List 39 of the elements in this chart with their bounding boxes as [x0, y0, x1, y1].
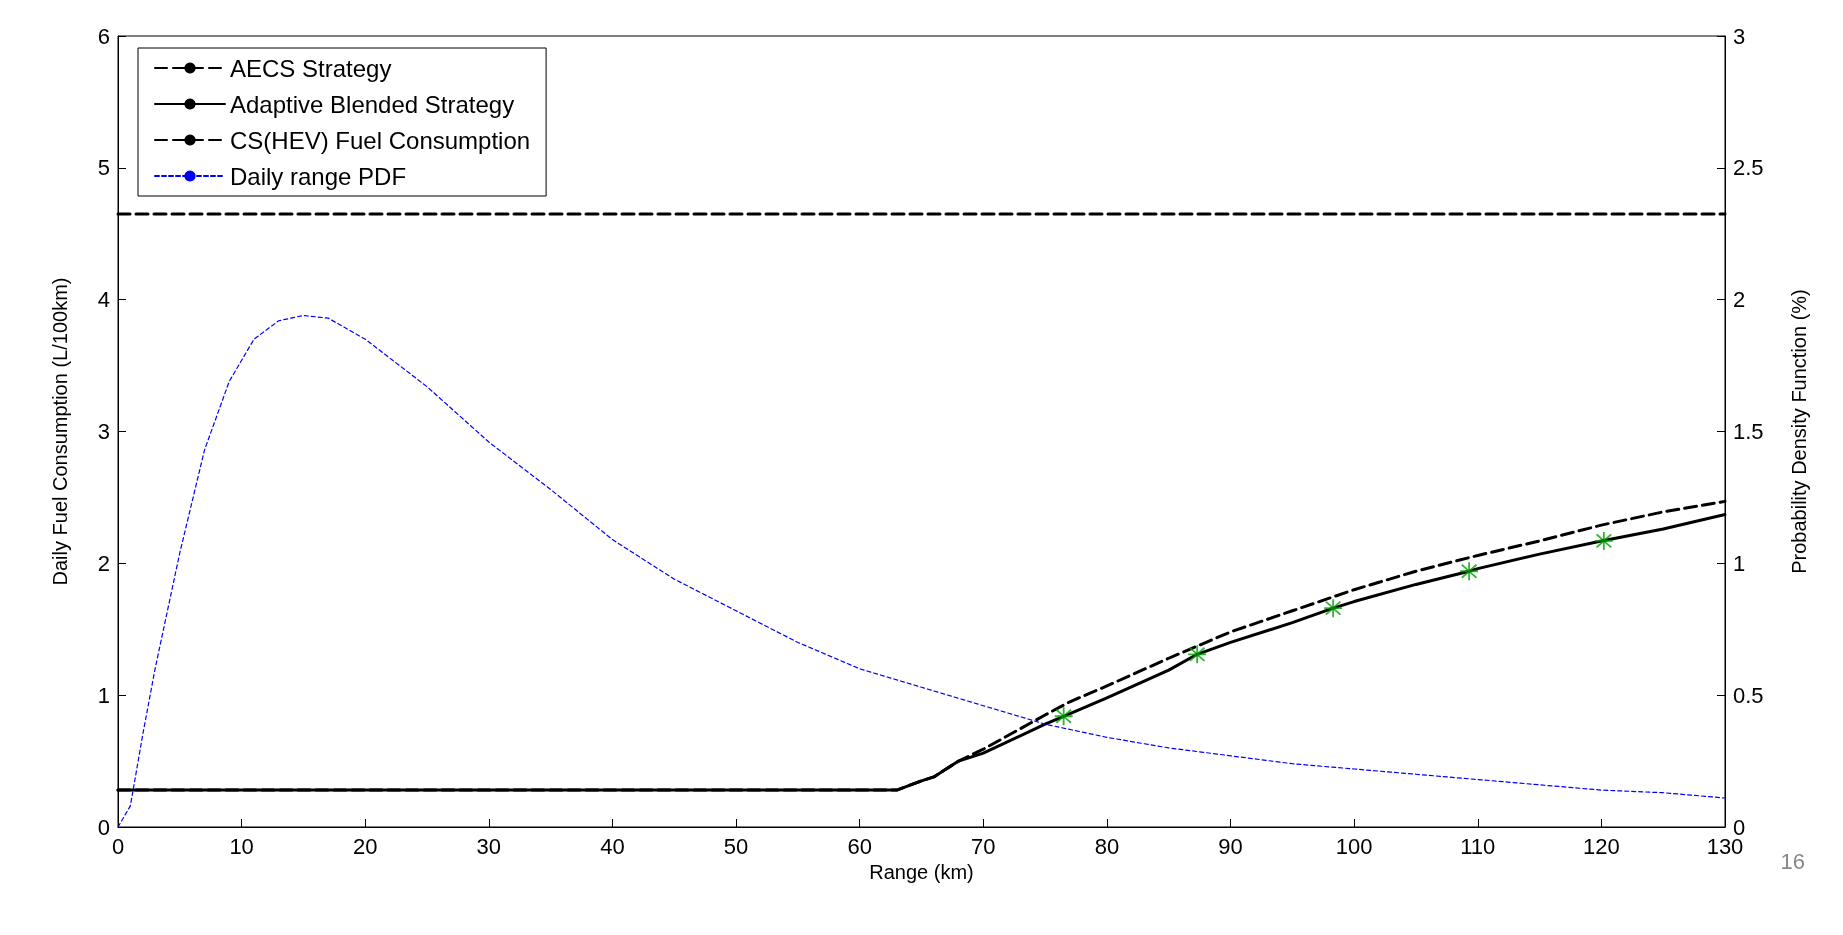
- y2-tick-label: 2.5: [1733, 155, 1764, 181]
- x-tick-label: 110: [1460, 833, 1496, 859]
- y2-tick-label: 0.5: [1733, 682, 1764, 708]
- point: [1324, 599, 1343, 618]
- x-tick-label: 80: [1094, 833, 1120, 859]
- y2-tick-label: 1.5: [1733, 419, 1764, 444]
- y2-tick-label: 0: [1733, 814, 1746, 840]
- y2-tick-label: 2: [1733, 287, 1746, 313]
- x-tick-label: 100: [1335, 833, 1373, 859]
- point: [1188, 645, 1207, 664]
- legend-label: AECS Strategy: [230, 54, 392, 82]
- x-tick-label: 20: [352, 833, 378, 859]
- y2-axis-title: Probability Density Function (%): [1788, 289, 1810, 574]
- point: [1594, 531, 1613, 550]
- y-tick-label: 1: [97, 682, 110, 708]
- point: [1054, 707, 1073, 726]
- y-tick-label: 4: [97, 287, 110, 313]
- legend-label: CS(HEV) Fuel Consumption: [230, 126, 531, 154]
- y-tick-label: 6: [97, 23, 110, 49]
- y-tick-label: 0: [97, 814, 110, 840]
- x-tick-label: 70: [971, 833, 996, 859]
- y-tick-label: 2: [97, 550, 110, 576]
- x-tick-label: 120: [1583, 833, 1620, 859]
- x-tick-label: 50: [723, 833, 749, 859]
- x-tick-label: 40: [600, 833, 625, 859]
- legend-label: Daily range PDF: [230, 162, 407, 190]
- y-tick-label: 3: [97, 419, 110, 444]
- y-axis-title: Daily Fuel Consumption (L/100km): [49, 277, 71, 586]
- x-tick-label: 60: [847, 833, 872, 859]
- x-tick-label: 90: [1218, 833, 1243, 859]
- point: [1460, 562, 1479, 581]
- x-tick-label: 30: [476, 833, 502, 859]
- y2-tick-label: 1: [1733, 550, 1746, 576]
- legend-label: Adaptive Blended Strategy: [230, 90, 515, 118]
- y2-tick-label: 3: [1733, 23, 1746, 49]
- x-tick-label: 10: [229, 833, 254, 859]
- x-axis-title: Range (km): [869, 860, 974, 883]
- text: 16: [1780, 848, 1806, 874]
- y-tick-label: 5: [97, 155, 110, 181]
